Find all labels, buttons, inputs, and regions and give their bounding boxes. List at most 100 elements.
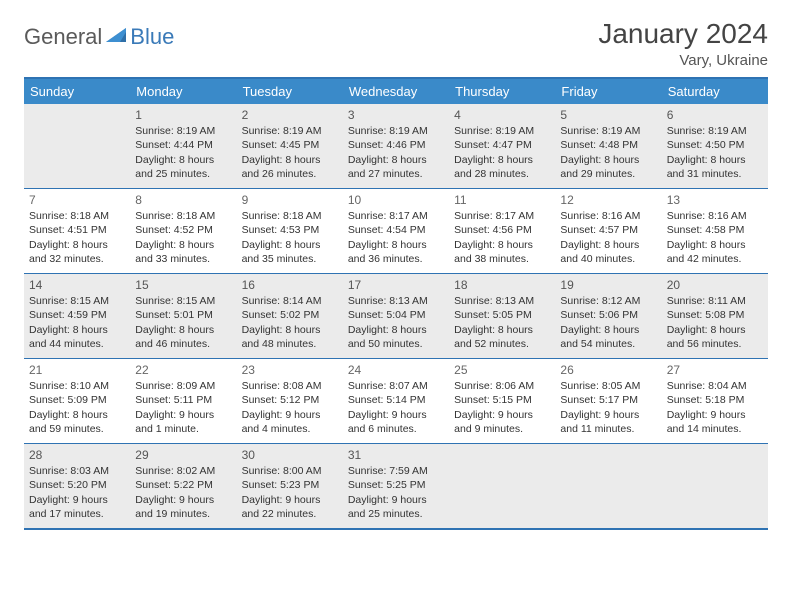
daylight-line: Daylight: 8 hours and 32 minutes. (29, 238, 125, 266)
daylight-line: Daylight: 8 hours and 46 minutes. (135, 323, 231, 351)
calendar-grid: SundayMondayTuesdayWednesdayThursdayFrid… (24, 77, 768, 530)
day-number: 12 (560, 192, 656, 208)
day-number: 29 (135, 447, 231, 463)
day-cell: 25Sunrise: 8:06 AMSunset: 5:15 PMDayligh… (449, 359, 555, 443)
sunrise-line: Sunrise: 8:15 AM (135, 294, 231, 308)
day-number: 11 (454, 192, 550, 208)
week-row: 14Sunrise: 8:15 AMSunset: 4:59 PMDayligh… (24, 273, 768, 358)
day-number: 6 (667, 107, 763, 123)
day-number: 26 (560, 362, 656, 378)
day-number: 7 (29, 192, 125, 208)
brand-triangle-icon (106, 26, 128, 49)
title-block: January 2024 Vary, Ukraine (598, 18, 768, 69)
daylight-line: Daylight: 9 hours and 9 minutes. (454, 408, 550, 436)
weekday-header: Sunday (24, 79, 130, 104)
day-cell: 5Sunrise: 8:19 AMSunset: 4:48 PMDaylight… (555, 104, 661, 188)
sunrise-line: Sunrise: 8:19 AM (560, 124, 656, 138)
sunrise-line: Sunrise: 8:19 AM (454, 124, 550, 138)
daylight-line: Daylight: 9 hours and 17 minutes. (29, 493, 125, 521)
day-number: 25 (454, 362, 550, 378)
day-cell (24, 104, 130, 188)
brand-part1: General (24, 24, 102, 50)
day-cell: 30Sunrise: 8:00 AMSunset: 5:23 PMDayligh… (237, 444, 343, 528)
daylight-line: Daylight: 8 hours and 36 minutes. (348, 238, 444, 266)
sunrise-line: Sunrise: 8:19 AM (667, 124, 763, 138)
sunrise-line: Sunrise: 8:19 AM (242, 124, 338, 138)
sunrise-line: Sunrise: 8:00 AM (242, 464, 338, 478)
day-cell: 17Sunrise: 8:13 AMSunset: 5:04 PMDayligh… (343, 274, 449, 358)
day-number: 16 (242, 277, 338, 293)
day-cell: 22Sunrise: 8:09 AMSunset: 5:11 PMDayligh… (130, 359, 236, 443)
sunrise-line: Sunrise: 8:10 AM (29, 379, 125, 393)
daylight-line: Daylight: 8 hours and 42 minutes. (667, 238, 763, 266)
header: General Blue January 2024 Vary, Ukraine (24, 18, 768, 69)
daylight-line: Daylight: 8 hours and 26 minutes. (242, 153, 338, 181)
sunset-line: Sunset: 5:04 PM (348, 308, 444, 322)
sunset-line: Sunset: 5:20 PM (29, 478, 125, 492)
sunrise-line: Sunrise: 8:16 AM (560, 209, 656, 223)
daylight-line: Daylight: 9 hours and 14 minutes. (667, 408, 763, 436)
daylight-line: Daylight: 8 hours and 33 minutes. (135, 238, 231, 266)
day-cell: 15Sunrise: 8:15 AMSunset: 5:01 PMDayligh… (130, 274, 236, 358)
sunset-line: Sunset: 5:01 PM (135, 308, 231, 322)
daylight-line: Daylight: 8 hours and 29 minutes. (560, 153, 656, 181)
day-cell: 14Sunrise: 8:15 AMSunset: 4:59 PMDayligh… (24, 274, 130, 358)
daylight-line: Daylight: 8 hours and 40 minutes. (560, 238, 656, 266)
sunset-line: Sunset: 4:47 PM (454, 138, 550, 152)
day-cell: 27Sunrise: 8:04 AMSunset: 5:18 PMDayligh… (662, 359, 768, 443)
day-number: 13 (667, 192, 763, 208)
day-number: 20 (667, 277, 763, 293)
daylight-line: Daylight: 9 hours and 4 minutes. (242, 408, 338, 436)
day-number: 22 (135, 362, 231, 378)
daylight-line: Daylight: 8 hours and 25 minutes. (135, 153, 231, 181)
day-number: 10 (348, 192, 444, 208)
sunset-line: Sunset: 5:09 PM (29, 393, 125, 407)
sunset-line: Sunset: 5:08 PM (667, 308, 763, 322)
sunrise-line: Sunrise: 8:17 AM (348, 209, 444, 223)
sunrise-line: Sunrise: 8:17 AM (454, 209, 550, 223)
day-number: 18 (454, 277, 550, 293)
day-cell: 2Sunrise: 8:19 AMSunset: 4:45 PMDaylight… (237, 104, 343, 188)
daylight-line: Daylight: 8 hours and 54 minutes. (560, 323, 656, 351)
day-number: 14 (29, 277, 125, 293)
day-number: 17 (348, 277, 444, 293)
week-row: 28Sunrise: 8:03 AMSunset: 5:20 PMDayligh… (24, 443, 768, 528)
day-number: 5 (560, 107, 656, 123)
day-number: 9 (242, 192, 338, 208)
day-cell: 21Sunrise: 8:10 AMSunset: 5:09 PMDayligh… (24, 359, 130, 443)
day-number: 24 (348, 362, 444, 378)
day-cell: 4Sunrise: 8:19 AMSunset: 4:47 PMDaylight… (449, 104, 555, 188)
sunset-line: Sunset: 4:48 PM (560, 138, 656, 152)
week-row: 7Sunrise: 8:18 AMSunset: 4:51 PMDaylight… (24, 188, 768, 273)
sunrise-line: Sunrise: 8:12 AM (560, 294, 656, 308)
sunrise-line: Sunrise: 8:13 AM (454, 294, 550, 308)
sunrise-line: Sunrise: 7:59 AM (348, 464, 444, 478)
sunset-line: Sunset: 5:14 PM (348, 393, 444, 407)
daylight-line: Daylight: 9 hours and 1 minute. (135, 408, 231, 436)
day-cell: 28Sunrise: 8:03 AMSunset: 5:20 PMDayligh… (24, 444, 130, 528)
weekday-header: Saturday (662, 79, 768, 104)
weekday-header: Thursday (449, 79, 555, 104)
sunrise-line: Sunrise: 8:03 AM (29, 464, 125, 478)
sunset-line: Sunset: 4:51 PM (29, 223, 125, 237)
sunset-line: Sunset: 5:18 PM (667, 393, 763, 407)
brand-part2: Blue (130, 24, 174, 50)
daylight-line: Daylight: 9 hours and 22 minutes. (242, 493, 338, 521)
sunrise-line: Sunrise: 8:14 AM (242, 294, 338, 308)
day-number: 15 (135, 277, 231, 293)
sunrise-line: Sunrise: 8:09 AM (135, 379, 231, 393)
day-number: 27 (667, 362, 763, 378)
daylight-line: Daylight: 8 hours and 52 minutes. (454, 323, 550, 351)
day-cell (662, 444, 768, 528)
day-cell: 11Sunrise: 8:17 AMSunset: 4:56 PMDayligh… (449, 189, 555, 273)
week-row: 1Sunrise: 8:19 AMSunset: 4:44 PMDaylight… (24, 104, 768, 188)
daylight-line: Daylight: 8 hours and 27 minutes. (348, 153, 444, 181)
weekday-header: Monday (130, 79, 236, 104)
day-cell (555, 444, 661, 528)
sunset-line: Sunset: 5:25 PM (348, 478, 444, 492)
daylight-line: Daylight: 8 hours and 56 minutes. (667, 323, 763, 351)
month-title: January 2024 (598, 18, 768, 50)
sunrise-line: Sunrise: 8:19 AM (348, 124, 444, 138)
sunset-line: Sunset: 4:46 PM (348, 138, 444, 152)
weekday-header: Tuesday (237, 79, 343, 104)
